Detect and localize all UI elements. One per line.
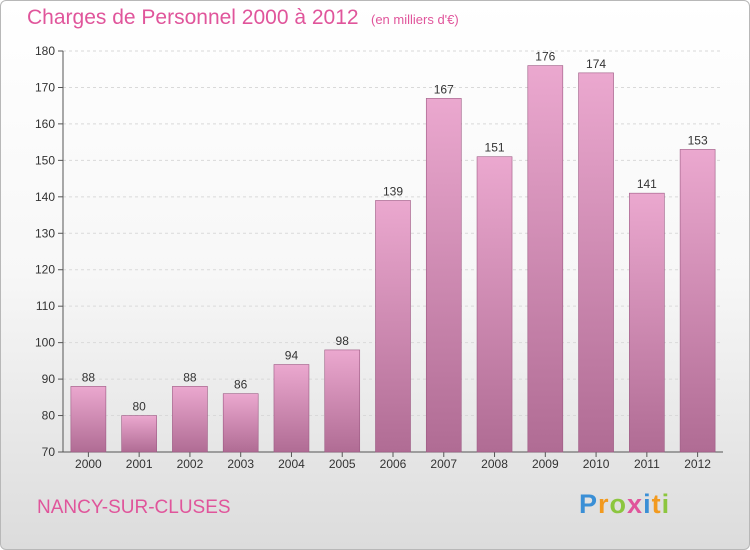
bar bbox=[476, 156, 513, 453]
data-label: 98 bbox=[336, 334, 350, 348]
data-label: 94 bbox=[285, 349, 299, 363]
chart-title: Charges de Personnel 2000 à 2012 bbox=[27, 6, 359, 29]
bar bbox=[375, 200, 411, 453]
bars bbox=[70, 65, 716, 453]
logo-letter: t bbox=[651, 489, 662, 519]
logo-letter: o bbox=[609, 489, 628, 519]
bar bbox=[70, 386, 107, 453]
y-tick-label: 150 bbox=[35, 153, 55, 167]
x-tick-label: 2008 bbox=[481, 457, 508, 471]
bar bbox=[679, 149, 716, 453]
data-label: 88 bbox=[183, 370, 197, 384]
bar bbox=[121, 415, 157, 453]
y-tick-label: 120 bbox=[35, 263, 55, 277]
x-tick-label: 2009 bbox=[532, 457, 559, 471]
x-tick-label: 2011 bbox=[634, 457, 660, 471]
logo-letter: i bbox=[661, 489, 671, 519]
y-tick-label: 100 bbox=[35, 336, 55, 350]
bar bbox=[172, 386, 208, 453]
proxiti-logo[interactable]: Proxiti bbox=[579, 489, 670, 520]
y-tick-label: 70 bbox=[42, 445, 56, 459]
x-tick-label: 2006 bbox=[380, 457, 407, 471]
commune-name: NANCY-SUR-CLUSES bbox=[37, 497, 231, 518]
axes: 70 80 90 100 110 120 130 140 150 160 170 180 2000 200… bbox=[35, 44, 723, 471]
data-label: 141 bbox=[637, 177, 657, 191]
data-label: 88 bbox=[82, 370, 96, 384]
y-tick-label: 110 bbox=[36, 299, 55, 313]
y-tick-label: 160 bbox=[35, 117, 55, 131]
logo-letter: x bbox=[627, 489, 644, 519]
data-label: 167 bbox=[434, 82, 454, 96]
logo-letter: r bbox=[598, 489, 610, 519]
y-tick-label: 180 bbox=[35, 44, 55, 58]
bar bbox=[324, 349, 361, 453]
data-label: 151 bbox=[485, 141, 505, 155]
x-tick-label: 2001 bbox=[126, 457, 153, 471]
x-tick-label: 2003 bbox=[227, 457, 254, 471]
x-tick-label: 2010 bbox=[583, 457, 610, 471]
x-tick-label: 2000 bbox=[75, 457, 102, 471]
bar bbox=[629, 192, 665, 453]
data-label: 139 bbox=[383, 184, 403, 198]
bar bbox=[578, 72, 614, 453]
data-labels: 88 80 88 86 94 98 139 167 151 176 174 141 153 bbox=[82, 50, 708, 414]
logo-letter: i bbox=[643, 489, 652, 519]
x-tick-label: 2005 bbox=[329, 457, 356, 471]
y-tick-label: 80 bbox=[42, 409, 56, 423]
x-tick-label: 2012 bbox=[684, 457, 711, 471]
bar bbox=[425, 98, 462, 453]
y-tick-label: 140 bbox=[35, 190, 55, 204]
y-tick-label: 170 bbox=[35, 80, 55, 94]
data-label: 174 bbox=[586, 57, 606, 71]
chart-subtitle: (en milliers d'€) bbox=[371, 12, 459, 27]
x-tick-label: 2004 bbox=[278, 457, 305, 471]
data-label: 86 bbox=[234, 378, 248, 392]
data-label: 153 bbox=[688, 133, 708, 147]
x-tick-label: 2007 bbox=[430, 457, 457, 471]
logo-letter: P bbox=[579, 489, 599, 519]
data-label: 80 bbox=[132, 400, 146, 414]
x-tick-label: 2002 bbox=[177, 457, 204, 471]
y-tick-label: 90 bbox=[42, 372, 56, 386]
bar bbox=[527, 65, 564, 453]
bar bbox=[273, 364, 310, 453]
data-label: 176 bbox=[535, 50, 555, 64]
y-tick-label: 130 bbox=[35, 226, 55, 240]
bar bbox=[222, 393, 259, 453]
